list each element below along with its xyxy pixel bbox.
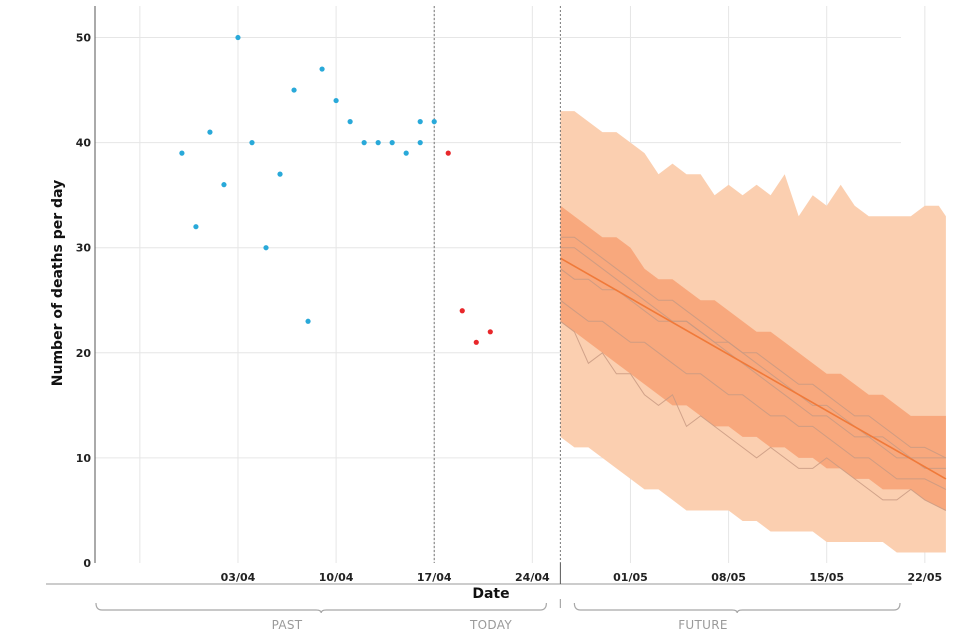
recent_incomplete-point	[459, 308, 465, 314]
recent_incomplete-point	[473, 339, 479, 345]
forecast-scenario-line-4	[560, 299, 947, 490]
data-points	[179, 34, 493, 345]
observed-point	[305, 318, 311, 324]
y-tick-label: 0	[83, 557, 91, 570]
forecast-bands	[560, 111, 946, 553]
x-tick-label: 08/05	[711, 571, 746, 584]
forecast-median	[560, 257, 947, 480]
period-label-today: TODAY	[469, 618, 512, 632]
period-brackets	[95, 599, 901, 614]
x-tick-label: 22/05	[908, 571, 943, 584]
future-bracket	[573, 602, 901, 614]
observed-point	[207, 129, 213, 135]
period-label-future: FUTURE	[678, 618, 728, 632]
observed-point	[249, 140, 255, 146]
x-tick-label: 17/04	[417, 571, 452, 584]
observed-point	[221, 182, 227, 188]
observed-point	[179, 150, 185, 156]
y-tick-label: 20	[76, 347, 92, 360]
x-tick-label: 15/05	[809, 571, 844, 584]
observed-point	[389, 140, 395, 146]
observed-point	[347, 119, 353, 125]
x-axis-title: Date	[472, 586, 509, 602]
x-tick-label: 01/05	[613, 571, 648, 584]
past-bracket	[95, 602, 547, 614]
observed-point	[277, 171, 283, 177]
observed-point	[319, 66, 325, 72]
observed-point	[417, 140, 423, 146]
observed-point	[193, 224, 199, 230]
observed-point	[403, 150, 409, 156]
forecast-median-line	[560, 257, 947, 480]
y-tick-label: 50	[76, 32, 92, 45]
date-markers	[433, 6, 561, 563]
observed_partial-point	[417, 119, 423, 125]
x-tick-label: 10/04	[319, 571, 354, 584]
observed-point	[263, 245, 269, 251]
recent_incomplete-point	[445, 150, 451, 156]
observed-point	[431, 119, 437, 125]
x-tick-labels: 03/04 10/04 17/04 24/04 01/05 08/05 15/05 22/05	[221, 571, 942, 584]
forecast-scenario-line-2	[560, 247, 946, 469]
observed-point	[375, 140, 381, 146]
x-tick-label: 24/04	[515, 571, 550, 584]
observed-point	[361, 140, 367, 146]
y-tick-label: 30	[76, 242, 92, 255]
x-tick-label: 03/04	[221, 571, 256, 584]
recent_incomplete-point	[487, 329, 493, 335]
observed-point	[291, 87, 297, 93]
axes	[46, 6, 912, 585]
forecast-band-inner	[560, 205, 946, 511]
y-axis-title: Number of deaths per day	[50, 180, 66, 386]
forecast-scenario-line-1	[560, 236, 946, 459]
observed-point	[333, 97, 339, 104]
y-tick-label: 10	[76, 452, 92, 465]
period-label-past: PAST	[272, 618, 303, 632]
y-tick-label: 40	[76, 137, 92, 150]
observed-point	[235, 34, 241, 41]
forecast-scenario-line-5	[560, 320, 947, 511]
y-tick-labels: 0 10 20 30 40 50	[76, 32, 92, 570]
